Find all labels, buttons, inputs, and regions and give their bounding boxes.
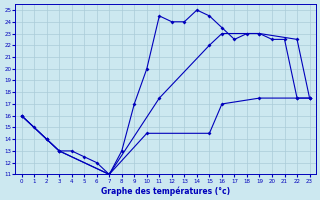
X-axis label: Graphe des températures (°c): Graphe des températures (°c) [101, 186, 230, 196]
